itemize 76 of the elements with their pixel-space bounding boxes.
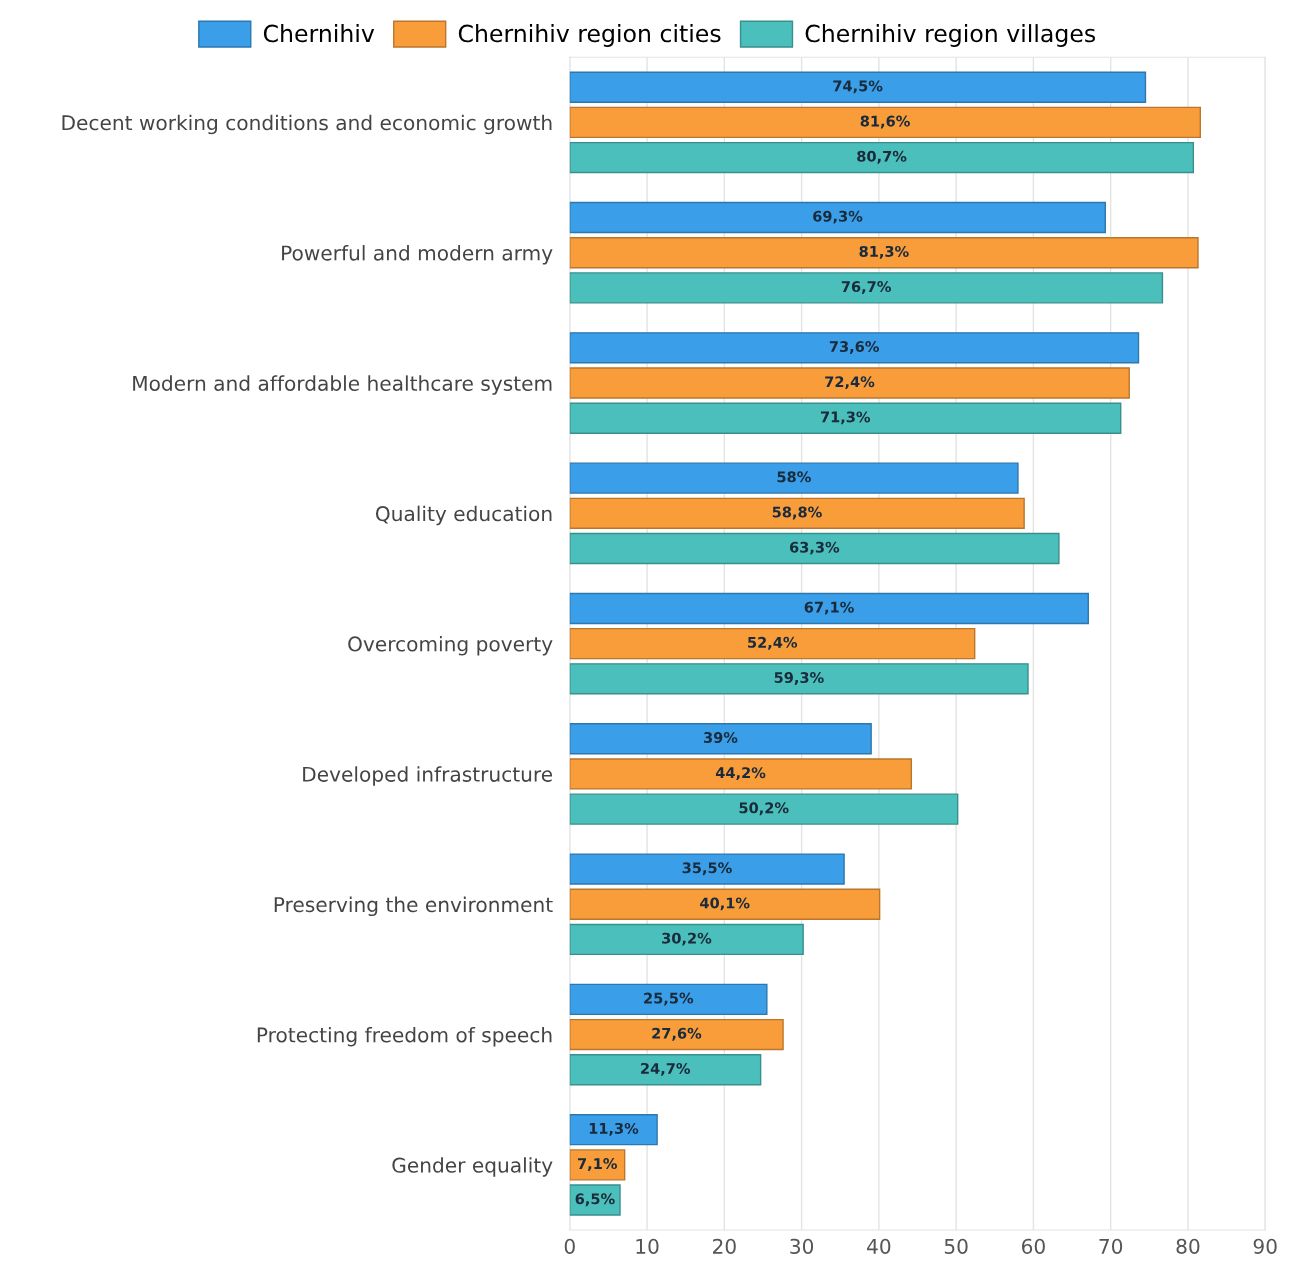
x-tick-label: 40 [867,1238,891,1254]
data-label: 74,5% [833,80,883,94]
data-label: 52,4% [748,636,798,650]
data-label: 59,3% [774,672,824,685]
bar [569,497,1025,530]
data-label: 44,2% [715,767,766,781]
bar [569,332,1140,364]
bar [569,592,1089,625]
x-tick-label: 10 [636,1238,659,1254]
data-label: 40,1% [700,897,750,911]
data-label: 25,5% [644,992,694,1006]
y-tick-label: Overcoming poverty [348,635,553,656]
legend-label: Chernihiv region cities [458,24,721,47]
y-tick-label: Powerful and modern army [282,245,553,265]
x-tick-label: 20 [713,1238,736,1254]
x-tick-label: 80 [1176,1238,1200,1254]
data-label: 24,7% [641,1062,691,1076]
y-tick-label: Quality education [375,505,552,526]
bar [569,237,1199,269]
y-tick-label: Protecting freedom of speech [257,1026,552,1047]
bar [569,1054,762,1086]
bar [569,758,913,790]
bar [569,983,768,1016]
x-tick-label: 60 [1022,1238,1045,1254]
bar [569,853,845,885]
y-tick-label: Modern and affordable healthcare system [133,375,552,395]
x-tick-label: 50 [944,1238,968,1254]
y-tick-label: Developed infrastructure [303,766,553,786]
data-label: 35,5% [682,862,732,876]
bar [569,663,1029,695]
data-label: 50,2% [739,802,789,816]
data-label: 73,6% [829,341,879,354]
data-label: 81,3% [859,245,909,259]
legend-label: Chernihiv region villages [805,24,1096,47]
data-label: 63,3% [789,541,840,555]
x-tick-label: 0 [564,1238,575,1254]
bar [569,923,804,956]
bar [569,71,1147,103]
bar [569,1018,784,1051]
bar [569,793,959,825]
y-tick-label: Preserving the environment [274,896,553,917]
data-label: 69,3% [813,210,863,224]
data-label: 72,4% [825,376,875,390]
data-label: 71,3% [820,411,871,425]
bar [569,141,1195,174]
data-label: 11,3% [589,1122,639,1136]
y-tick-label: Gender equality [392,1157,553,1177]
x-tick-label: 90 [1253,1238,1277,1254]
data-label: 80,7% [857,150,907,164]
bar [569,272,1164,304]
data-label: 58,8% [772,506,822,520]
x-tick-label: 70 [1099,1238,1123,1254]
data-label: 76,7% [841,281,891,294]
bar [569,106,1202,139]
bar [569,201,1106,234]
bar [569,402,1122,434]
data-label: 58% [777,471,811,483]
data-label: 81,6% [860,115,910,129]
bar [569,627,976,660]
y-tick-label: Decent working conditions and economic growth [62,114,552,135]
bar [569,888,881,920]
bar [569,462,1019,494]
bar [569,532,1060,565]
data-label: 7,1% [577,1158,617,1171]
bar [569,367,1130,399]
bar [569,1184,621,1216]
data-label: 67,1% [804,601,854,615]
data-label: 39% [704,731,738,743]
data-label: 6,5% [575,1193,615,1207]
x-tick-label: 30 [790,1238,814,1254]
bar [569,1149,626,1181]
legend-label: Chernihiv [263,24,375,43]
bar [569,1114,658,1146]
data-label: 27,6% [652,1027,702,1041]
bar [569,723,872,755]
data-label: 30,2% [662,932,712,946]
